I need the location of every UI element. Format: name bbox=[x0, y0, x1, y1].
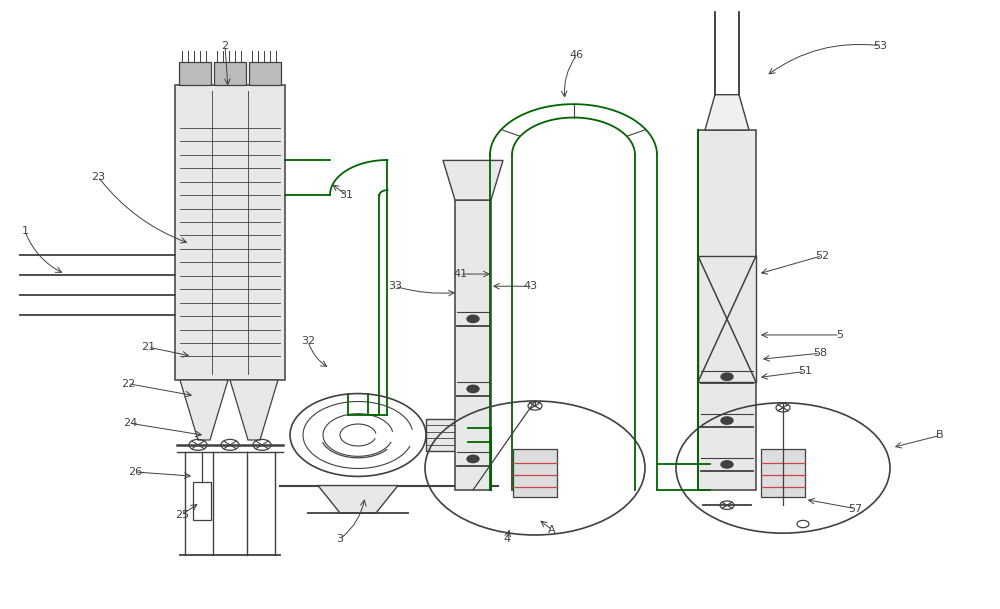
Text: 53: 53 bbox=[873, 41, 887, 51]
Bar bbox=[179, 62, 211, 85]
Text: 51: 51 bbox=[798, 367, 812, 376]
Bar bbox=[175, 85, 285, 380]
Text: 22: 22 bbox=[121, 379, 135, 389]
Text: 21: 21 bbox=[141, 342, 155, 352]
Circle shape bbox=[467, 456, 479, 463]
Text: B: B bbox=[936, 431, 944, 440]
Polygon shape bbox=[443, 160, 503, 200]
Text: 43: 43 bbox=[523, 281, 537, 291]
Polygon shape bbox=[318, 485, 398, 513]
Text: 57: 57 bbox=[848, 504, 862, 513]
Text: 3: 3 bbox=[336, 534, 344, 544]
Circle shape bbox=[467, 385, 479, 393]
Bar bbox=[214, 62, 246, 85]
Text: 26: 26 bbox=[128, 467, 142, 477]
Polygon shape bbox=[705, 94, 749, 130]
Text: 41: 41 bbox=[453, 269, 467, 279]
Text: 1: 1 bbox=[22, 227, 28, 236]
Polygon shape bbox=[230, 380, 278, 440]
Bar bbox=[698, 256, 756, 382]
Bar bbox=[455, 200, 491, 490]
Text: 24: 24 bbox=[123, 418, 137, 428]
Bar bbox=[513, 448, 557, 497]
Text: A: A bbox=[548, 525, 556, 535]
Text: 25: 25 bbox=[175, 510, 189, 519]
Text: 58: 58 bbox=[813, 348, 827, 358]
Text: 32: 32 bbox=[301, 336, 315, 346]
Polygon shape bbox=[180, 380, 228, 440]
Text: 52: 52 bbox=[815, 251, 829, 261]
Text: 31: 31 bbox=[339, 190, 353, 200]
Text: 2: 2 bbox=[221, 41, 229, 51]
Text: 33: 33 bbox=[388, 281, 402, 291]
Circle shape bbox=[721, 461, 733, 468]
Text: 4: 4 bbox=[503, 534, 511, 544]
Bar bbox=[249, 62, 281, 85]
Text: 46: 46 bbox=[570, 50, 584, 60]
Circle shape bbox=[721, 373, 733, 381]
Bar bbox=[193, 482, 211, 520]
Circle shape bbox=[721, 417, 733, 424]
Bar bbox=[761, 448, 805, 497]
Circle shape bbox=[467, 315, 479, 323]
Text: 23: 23 bbox=[91, 172, 105, 181]
Bar bbox=[698, 130, 756, 490]
Bar bbox=[426, 419, 478, 451]
Text: 5: 5 bbox=[836, 330, 844, 340]
